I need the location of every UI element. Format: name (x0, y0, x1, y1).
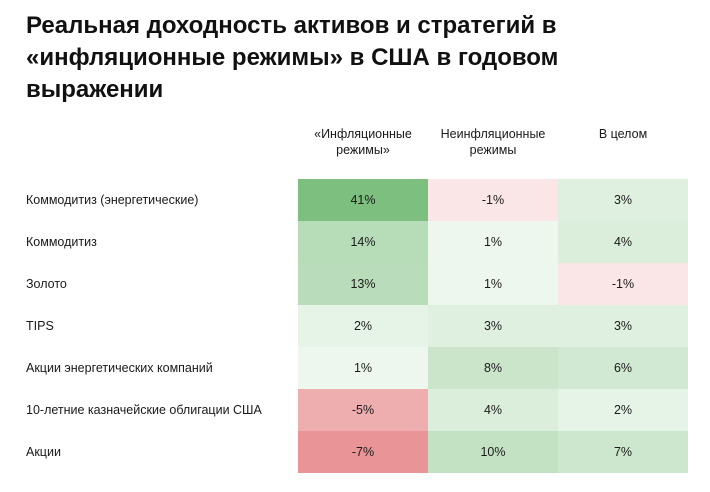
row-label: Золото (26, 277, 67, 291)
heatmap-cell: -5% (298, 389, 428, 431)
heatmap-cell: 1% (428, 263, 558, 305)
heatmap-cell: -1% (428, 179, 558, 221)
heatmap-cell: 3% (558, 179, 688, 221)
heatmap-cell: 6% (558, 347, 688, 389)
chart-title: Реальная доходность активов и стратегий … (26, 12, 559, 103)
heatmap-cell: 10% (428, 431, 558, 473)
column-header: В целом (598, 127, 648, 141)
row-label: Коммодитиз (энергетические) (26, 193, 199, 207)
heatmap-cell: 14% (298, 221, 428, 263)
heatmap-cell: 7% (558, 431, 688, 473)
row-label: Акции (26, 445, 61, 459)
heatmap-cell: 3% (428, 305, 558, 347)
row-label: Акции энергетических компаний (26, 361, 213, 375)
heatmap-cell: 1% (298, 347, 428, 389)
heatmap-cell: -1% (558, 263, 688, 305)
heatmap-cell: 4% (558, 221, 688, 263)
heatmap-cell: 41% (298, 179, 428, 221)
row-label: Коммодитиз (26, 235, 97, 249)
heatmap-cell: 2% (298, 305, 428, 347)
row-label: 10-летние казначейские облигации США (26, 403, 262, 417)
heatmap-cell: 13% (298, 263, 428, 305)
heatmap-cell: 8% (428, 347, 558, 389)
column-header: «Инфляционные режимы» (314, 127, 412, 157)
heatmap-cell: 1% (428, 221, 558, 263)
heatmap-cell: 3% (558, 305, 688, 347)
heatmap-cell: 4% (428, 389, 558, 431)
row-label: TIPS (26, 319, 54, 333)
column-header: Неинфляционные режимы (440, 127, 546, 157)
heatmap-cell: 2% (558, 389, 688, 431)
heatmap-cell: -7% (298, 431, 428, 473)
